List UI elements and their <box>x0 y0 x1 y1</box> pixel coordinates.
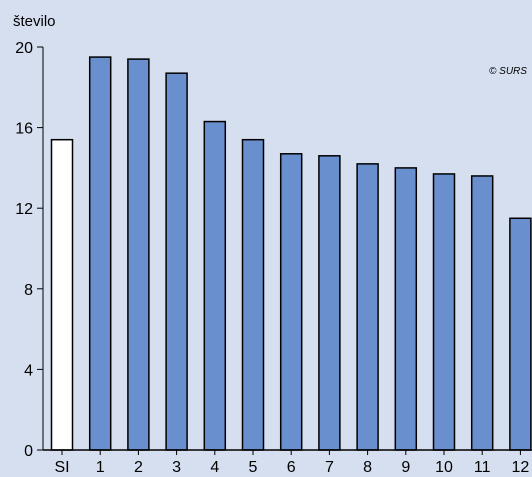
y-tick-label: 0 <box>24 443 33 460</box>
y-tick-label: 4 <box>24 362 33 379</box>
bar-10 <box>432 173 456 451</box>
bars <box>50 56 532 451</box>
bar-5 <box>241 138 265 451</box>
y-axis: 0 4 8 12 16 20 <box>15 40 44 460</box>
bar-6 <box>279 153 303 451</box>
bar-4 <box>203 120 227 451</box>
y-tick-label: 20 <box>15 40 33 57</box>
bar-1 <box>88 56 112 451</box>
bar-7 <box>318 155 341 451</box>
x-tick-label: 3 <box>172 459 181 476</box>
y-axis-label: število <box>13 13 56 30</box>
x-tick-label: 10 <box>435 459 453 476</box>
x-tick-label: 6 <box>287 459 296 476</box>
x-tick-label: 1 <box>96 459 105 476</box>
bar-11 <box>470 175 494 451</box>
x-tick-label: 12 <box>512 459 530 476</box>
x-tick-label: 11 <box>474 459 491 476</box>
bar-9 <box>394 167 418 451</box>
bar-2 <box>127 58 150 451</box>
bar-3 <box>165 72 188 451</box>
x-axis: SI 1 2 3 4 5 6 7 8 9 10 11 12 <box>43 449 532 476</box>
x-tick-label: 7 <box>325 459 334 476</box>
y-tick-label: 16 <box>15 121 33 138</box>
x-tick-label: 8 <box>363 459 372 476</box>
bar-8 <box>356 163 379 451</box>
x-tick-label: 5 <box>249 459 258 476</box>
y-tick-label: 12 <box>15 201 33 218</box>
bar-12 <box>509 217 532 451</box>
x-tick-label: 4 <box>210 459 219 476</box>
copyright-note: © SURS <box>489 66 527 77</box>
y-tick-label: 8 <box>24 282 33 299</box>
x-tick-label: 9 <box>401 459 410 476</box>
bar-SI <box>50 138 74 451</box>
x-tick-label: SI <box>54 459 69 476</box>
x-tick-label: 2 <box>134 459 143 476</box>
